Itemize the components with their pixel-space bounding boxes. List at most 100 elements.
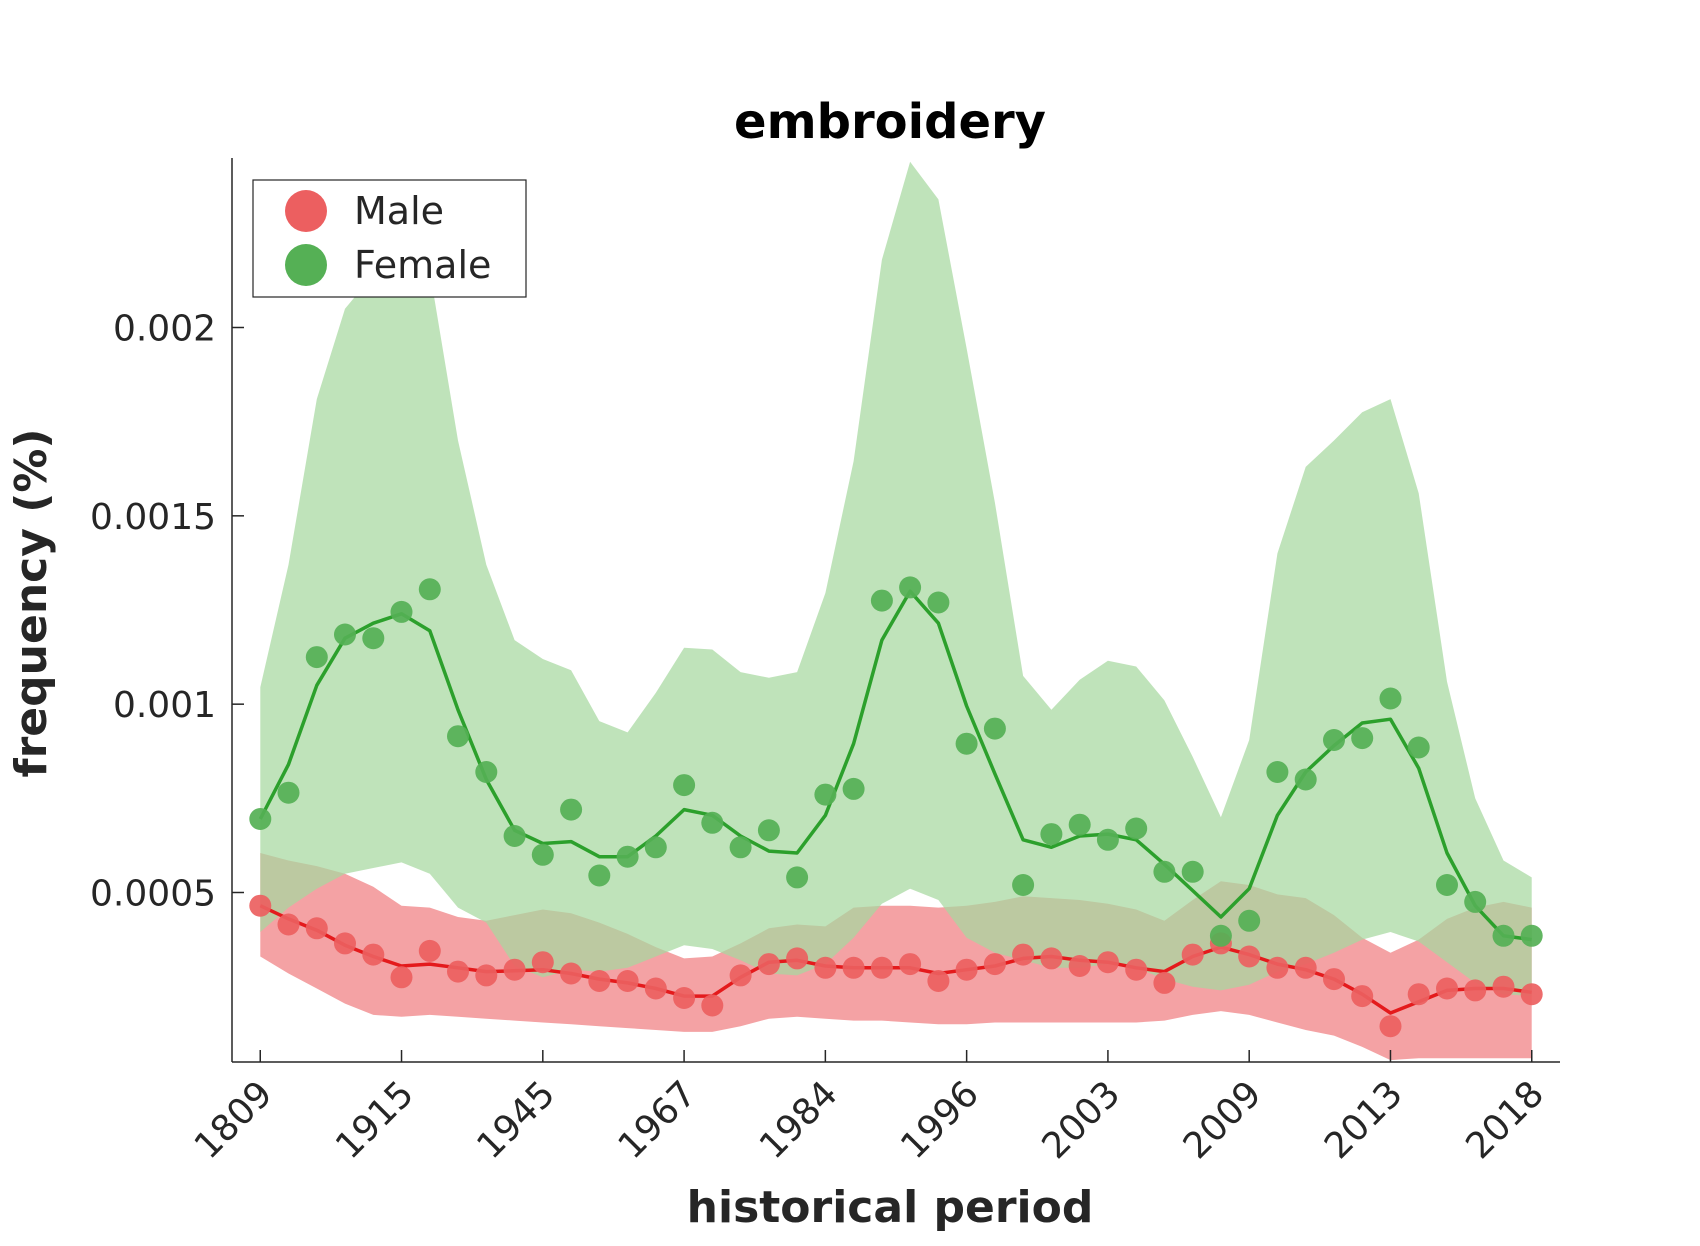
- male-point: [1181, 943, 1204, 966]
- male-point: [334, 932, 356, 955]
- male-point: [927, 970, 950, 992]
- male-point: [701, 994, 724, 1017]
- female-point: [1520, 924, 1543, 947]
- male-point: [983, 953, 1006, 976]
- female-point: [277, 781, 300, 804]
- male-point: [1040, 947, 1063, 970]
- male-point: [1266, 956, 1289, 979]
- male-point: [1492, 975, 1515, 998]
- x-tick-label: 1984: [752, 1073, 846, 1167]
- legend-label-female: Female: [354, 243, 491, 287]
- male-point: [899, 953, 922, 976]
- x-tick-label: 1915: [328, 1073, 422, 1167]
- female-point: [390, 600, 413, 623]
- female-point: [616, 845, 639, 868]
- female-point: [1464, 890, 1487, 913]
- male-point: [277, 913, 300, 936]
- female-point: [447, 725, 469, 748]
- male-point: [249, 894, 272, 917]
- male-point: [418, 939, 441, 962]
- female-point: [1294, 768, 1317, 791]
- female-band: [260, 161, 1532, 997]
- male-point: [644, 977, 667, 1000]
- male-point: [1012, 943, 1035, 966]
- x-tick-label: 1945: [469, 1073, 563, 1167]
- male-point: [786, 947, 809, 970]
- female-point: [1181, 860, 1204, 883]
- female-point: [757, 819, 780, 842]
- female-point: [531, 843, 554, 866]
- x-axis-label: historical period: [687, 1182, 1094, 1233]
- male-point: [531, 951, 554, 974]
- female-point: [305, 646, 328, 669]
- y-tick-label: 0.001: [113, 685, 216, 726]
- female-point: [927, 591, 950, 614]
- male-point: [560, 962, 583, 985]
- male-point: [1125, 958, 1148, 981]
- x-tick-label: 2009: [1176, 1073, 1270, 1167]
- male-point: [616, 970, 639, 992]
- x-tick-label: 2003: [1034, 1073, 1128, 1167]
- female-point: [1238, 909, 1261, 932]
- male-point: [1096, 951, 1119, 974]
- male-point: [1323, 968, 1345, 991]
- female-point: [1351, 727, 1374, 750]
- female-point: [1040, 823, 1063, 846]
- x-tick-label: 2018: [1458, 1073, 1552, 1167]
- male-point: [1520, 983, 1543, 1006]
- female-line: [258, 589, 1532, 942]
- male-point: [842, 956, 865, 979]
- male-point: [1379, 1015, 1402, 1038]
- female-point: [955, 732, 978, 755]
- male-point: [814, 956, 837, 979]
- chart-title: embroidery: [734, 94, 1046, 150]
- female-point: [503, 825, 526, 847]
- male-point: [729, 964, 752, 987]
- male-point: [1153, 971, 1176, 994]
- female-point: [786, 866, 809, 889]
- female-point: [362, 627, 385, 650]
- male-point: [390, 966, 413, 989]
- female-point: [418, 578, 441, 601]
- legend-marker-male: [285, 190, 327, 232]
- y-tick-label: 0.0015: [90, 497, 216, 538]
- male-point: [1436, 977, 1458, 1000]
- female-point: [729, 836, 752, 859]
- female-point: [1436, 874, 1458, 896]
- male-line: [259, 904, 1532, 1015]
- female-point: [1492, 924, 1515, 947]
- female-point: [1153, 860, 1176, 883]
- legend-label-male: Male: [354, 189, 444, 233]
- male-point: [305, 917, 328, 940]
- female-point: [588, 864, 611, 887]
- male-point: [447, 960, 469, 983]
- female-point: [1323, 729, 1345, 751]
- y-tick-label: 0.0005: [90, 874, 216, 915]
- y-tick-label: 0.002: [113, 309, 216, 350]
- male-point: [1464, 979, 1487, 1002]
- female-point: [1266, 761, 1289, 783]
- legend-marker-female: [285, 244, 327, 286]
- y-axis-label: frequency (%): [6, 428, 57, 777]
- female-point: [1407, 736, 1430, 759]
- female-point: [1068, 813, 1091, 836]
- male-point: [588, 970, 611, 992]
- male-point: [1351, 985, 1374, 1008]
- male-point: [955, 958, 978, 981]
- x-tick-label: 1996: [893, 1073, 987, 1167]
- female-point: [1096, 828, 1119, 851]
- male-point: [1238, 945, 1261, 968]
- female-point: [644, 836, 667, 859]
- male-point: [1407, 983, 1430, 1006]
- female-point: [249, 808, 272, 830]
- trend-lines: [258, 589, 1532, 1015]
- female-point: [899, 576, 922, 599]
- female-point: [1125, 817, 1148, 840]
- female-point: [1012, 874, 1035, 896]
- female-point: [814, 783, 837, 806]
- female-point: [842, 777, 865, 800]
- data-points: [249, 576, 1543, 1038]
- male-point: [1294, 956, 1317, 979]
- female-point: [1379, 687, 1402, 710]
